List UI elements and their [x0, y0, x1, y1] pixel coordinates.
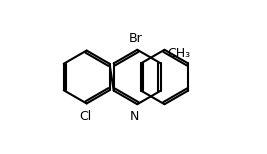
Text: Cl: Cl: [79, 109, 91, 123]
Text: CH₃: CH₃: [167, 47, 190, 60]
Text: N: N: [129, 110, 139, 123]
Text: Br: Br: [129, 32, 143, 45]
